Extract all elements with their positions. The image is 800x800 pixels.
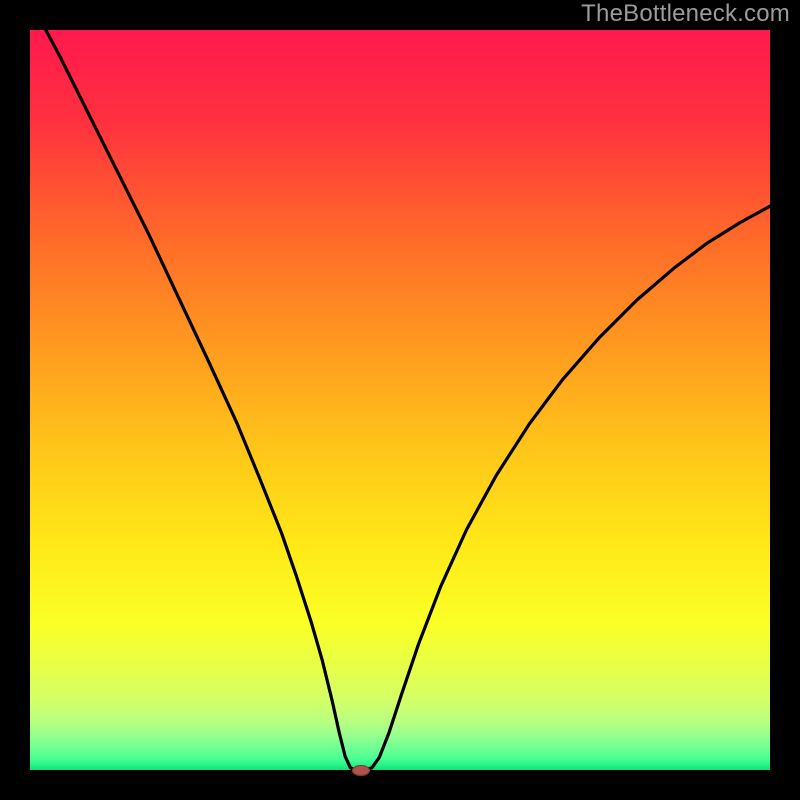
watermark-text: TheBottleneck.com [581, 0, 790, 28]
gradient-plot-area [30, 30, 770, 770]
chart-container: { "watermark": "TheBottleneck.com", "cha… [0, 0, 800, 800]
curve-minimum-marker [352, 765, 370, 776]
